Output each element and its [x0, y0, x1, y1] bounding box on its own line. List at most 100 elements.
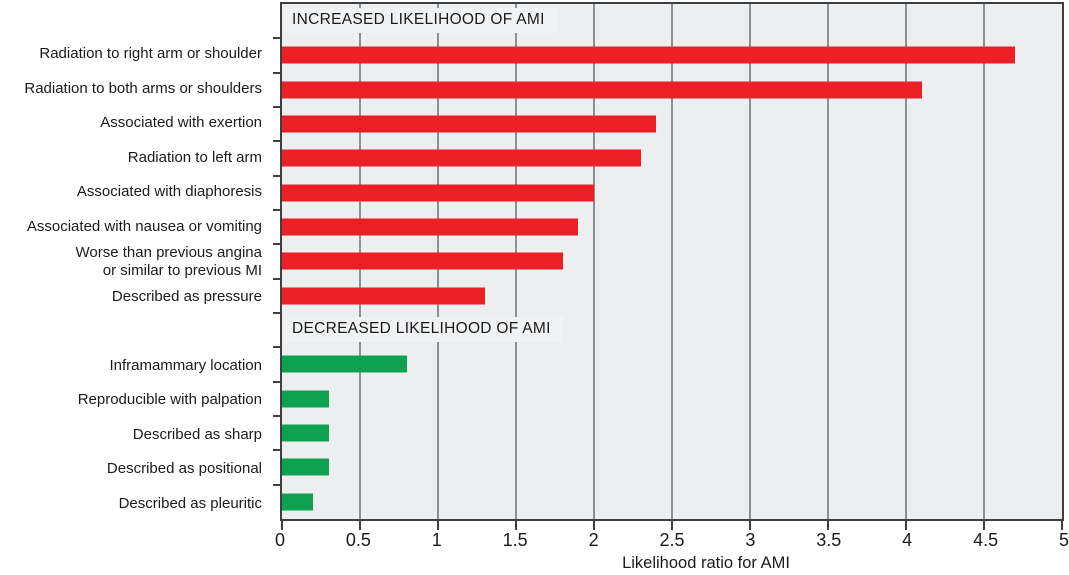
x-axis-tick-label: 1.5 — [502, 530, 528, 550]
empty-label-cell — [0, 314, 271, 349]
section-header: INCREASED LIKELIHOOD OF AMI — [286, 8, 557, 34]
bar — [282, 355, 407, 373]
category-label: Associated with exertion — [100, 114, 262, 132]
bar — [282, 287, 485, 305]
bar — [282, 390, 329, 408]
category-label: Radiation to left arm — [127, 148, 262, 166]
x-axis-tick-label: 0 — [274, 530, 286, 550]
section-header-row: INCREASED LIKELIHOOD OF AMI — [282, 4, 1062, 38]
x-axis-tick — [1061, 521, 1063, 530]
bar-row — [282, 141, 1062, 175]
category-label: Worse than previous angina or similar to… — [75, 243, 262, 279]
category-label: Inframammary location — [109, 356, 262, 374]
empty-label-cell — [0, 2, 271, 37]
gridline — [905, 4, 907, 519]
bar-row — [282, 107, 1062, 141]
category-label: Radiation to right arm or shoulder — [39, 44, 262, 62]
y-axis-tick — [273, 380, 282, 383]
x-axis-tick — [905, 521, 907, 530]
bar-rows: INCREASED LIKELIHOOD OF AMI DECREASED LIK… — [282, 4, 1062, 519]
bar — [282, 149, 641, 167]
x-axis-tick-label: 0.5 — [345, 530, 371, 550]
x-axis-tick-label: 2.5 — [659, 530, 685, 550]
category-label-cell: Described as pleuritic — [0, 486, 271, 521]
category-label-cell: Radiation to both arms or shoulders — [0, 71, 271, 106]
y-axis-tick — [273, 71, 282, 74]
bar-row — [282, 73, 1062, 107]
gridline — [827, 4, 829, 519]
bar-row — [282, 382, 1062, 416]
section-header: DECREASED LIKELIHOOD OF AMI — [286, 317, 563, 343]
y-axis-tick — [273, 277, 282, 280]
x-axis-tick — [515, 521, 517, 530]
y-axis-tick — [273, 346, 282, 349]
x-axis-tick-label: 4.5 — [973, 530, 999, 550]
x-axis-tick-label: 3 — [745, 530, 756, 550]
bar-row — [282, 176, 1062, 210]
category-labels-column: Radiation to right arm or shoulder Radiat… — [0, 2, 271, 521]
y-axis-tick — [273, 37, 282, 40]
bar-row — [282, 244, 1062, 278]
bar — [282, 81, 922, 99]
y-axis-tick — [273, 106, 282, 108]
category-label-cell: Described as sharp — [0, 417, 271, 452]
category-label-cell: Described as positional — [0, 452, 271, 487]
category-label: Reproducible with palpation — [77, 391, 262, 409]
bar — [282, 218, 579, 236]
x-axis-tick-label: 4 — [902, 530, 913, 550]
bar-row — [282, 485, 1062, 519]
y-axis-tick — [273, 483, 282, 486]
bar-row — [282, 210, 1062, 244]
section-header-row: DECREASED LIKELIHOOD OF AMI — [282, 313, 1062, 347]
category-label-cell: Radiation to right arm or shoulder — [0, 37, 271, 72]
category-label-cell: Associated with exertion — [0, 106, 271, 141]
category-label-cell: Associated with diaphoresis — [0, 175, 271, 210]
bar-row — [282, 38, 1062, 72]
category-label-cell: Associated with nausea or vomiting — [0, 209, 271, 244]
plot-area: INCREASED LIKELIHOOD OF AMI DECREASED LIK… — [273, 2, 1064, 530]
x-axis-tick-label: 5 — [1058, 530, 1069, 550]
x-axis-tick — [281, 521, 283, 530]
y-axis-tick — [273, 174, 282, 177]
bar-row — [282, 279, 1062, 313]
y-axis-tick — [273, 140, 282, 143]
category-label-cell: Described as pressure — [0, 279, 271, 314]
x-axis-tick — [827, 521, 829, 530]
gridline — [749, 4, 751, 519]
category-label-cell: Reproducible with palpation — [0, 383, 271, 418]
category-label: Described as pleuritic — [118, 494, 262, 512]
x-axis-tick — [749, 521, 751, 530]
x-axis-tick-labels: 0 0.5 1 1.5 2 2.5 3 3.5 4 4.5 5 — [275, 530, 1069, 554]
bar — [282, 115, 657, 133]
bar-row — [282, 416, 1062, 450]
category-label: Radiation to both arms or shoulders — [24, 79, 262, 97]
x-axis-tick — [593, 521, 595, 530]
gridline — [983, 4, 985, 519]
category-label: Described as positional — [106, 460, 262, 478]
bar — [282, 458, 329, 476]
x-axis-tick-label: 3.5 — [816, 530, 842, 550]
bar-row — [282, 347, 1062, 381]
category-label: Described as sharp — [132, 425, 262, 443]
gridline — [671, 4, 673, 519]
y-axis-tick — [273, 209, 282, 211]
bar-row — [282, 450, 1062, 484]
y-axis-tick — [273, 243, 282, 246]
category-label: Associated with diaphoresis — [76, 183, 262, 201]
category-label: Described as pressure — [111, 287, 262, 305]
x-axis-tick — [983, 521, 985, 530]
x-axis-tick — [437, 521, 439, 530]
bar — [282, 46, 1016, 64]
category-label: Associated with nausea or vomiting — [26, 217, 262, 235]
bar — [282, 252, 563, 270]
y-axis-tick — [273, 449, 282, 452]
bar — [282, 424, 329, 442]
y-axis-tick — [273, 415, 282, 417]
category-label-cell: Worse than previous angina or similar to… — [0, 244, 271, 279]
category-label-cell: Inframammary location — [0, 348, 271, 383]
bar — [282, 493, 314, 511]
x-axis-title: Likelihood ratio for AMI — [622, 554, 790, 572]
x-axis-tick — [671, 521, 673, 530]
x-axis-tick-label: 1 — [431, 530, 442, 550]
